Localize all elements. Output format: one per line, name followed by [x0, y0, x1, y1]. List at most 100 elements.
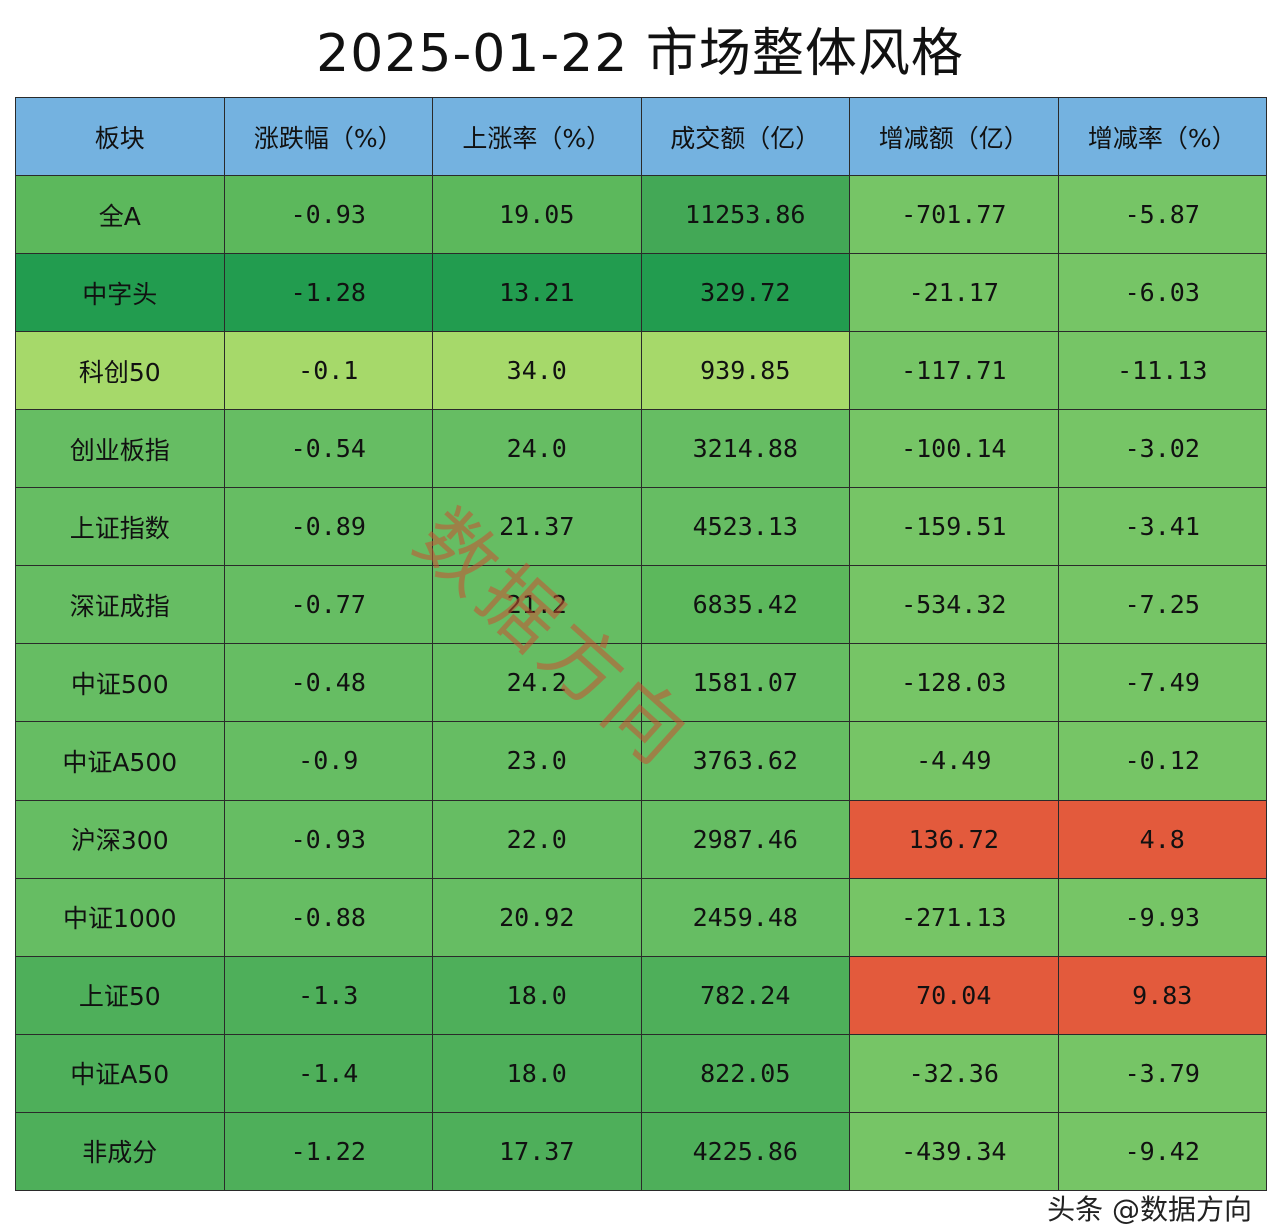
table-row: 全A -0.93 19.05 11253.86 -701.77 -5.87 — [15, 174, 1267, 255]
value-cell: 2459.48 — [640, 877, 850, 957]
value-cell: 18.0 — [432, 955, 642, 1035]
value-cell: -21.17 — [849, 253, 1059, 333]
value-cell: -0.93 — [223, 799, 433, 879]
table-row: 科创50 -0.1 34.0 939.85 -117.71 -11.13 — [15, 331, 1267, 411]
value-cell: -701.77 — [849, 174, 1059, 255]
value-cell: -0.93 — [223, 174, 433, 255]
value-cell: -0.54 — [223, 409, 433, 489]
value-cell: -0.12 — [1057, 721, 1267, 801]
sector-name-cell: 上证指数 — [15, 487, 225, 567]
sector-name-cell: 中证1000 — [15, 877, 225, 957]
value-cell: 822.05 — [640, 1033, 850, 1113]
value-cell: 21.37 — [432, 487, 642, 567]
value-cell: -1.28 — [223, 253, 433, 333]
value-cell: -7.49 — [1057, 643, 1267, 723]
table-row: 沪深300 -0.93 22.0 2987.46 136.72 4.8 — [15, 799, 1267, 879]
value-cell: -9.42 — [1057, 1111, 1267, 1192]
column-header: 成交额（亿） — [640, 97, 850, 176]
table-row: 上证指数 -0.89 21.37 4523.13 -159.51 -3.41 — [15, 487, 1267, 567]
sector-name-cell: 中证A50 — [15, 1033, 225, 1113]
value-cell: 21.2 — [432, 565, 642, 645]
table-row: 中字头 -1.28 13.21 329.72 -21.17 -6.03 — [15, 253, 1267, 333]
value-cell: -159.51 — [849, 487, 1059, 567]
value-cell: 136.72 — [849, 799, 1059, 879]
table-row: 深证成指 -0.77 21.2 6835.42 -534.32 -7.25 — [15, 565, 1267, 645]
table-body: 全A -0.93 19.05 11253.86 -701.77 -5.87 中字头 -1.28… — [15, 174, 1267, 1192]
sector-name-cell: 创业板指 — [15, 409, 225, 489]
table-row: 中证1000 -0.88 20.92 2459.48 -271.13 -9.93 — [15, 877, 1267, 957]
sector-name-cell: 中证500 — [15, 643, 225, 723]
column-header: 上涨率（%） — [432, 97, 642, 176]
table-header-row: 板块 涨跌幅（%） 上涨率（%） 成交额（亿） 增减额（亿） 增减率（%） — [15, 97, 1267, 176]
sector-name-cell: 全A — [15, 174, 225, 255]
value-cell: -534.32 — [849, 565, 1059, 645]
value-cell: 6835.42 — [640, 565, 850, 645]
value-cell: 9.83 — [1057, 955, 1267, 1035]
value-cell: -7.25 — [1057, 565, 1267, 645]
sector-name-cell: 科创50 — [15, 331, 225, 411]
column-header: 涨跌幅（%） — [223, 97, 433, 176]
value-cell: -0.77 — [223, 565, 433, 645]
value-cell: -3.79 — [1057, 1033, 1267, 1113]
market-style-table: 板块 涨跌幅（%） 上涨率（%） 成交额（亿） 增减额（亿） 增减率（%） 全A -0.93… — [15, 97, 1267, 1192]
value-cell: -117.71 — [849, 331, 1059, 411]
table-row: 中证A500 -0.9 23.0 3763.62 -4.49 -0.12 — [15, 721, 1267, 801]
value-cell: -271.13 — [849, 877, 1059, 957]
value-cell: 13.21 — [432, 253, 642, 333]
sector-name-cell: 上证50 — [15, 955, 225, 1035]
value-cell: 4225.86 — [640, 1111, 850, 1192]
value-cell: 23.0 — [432, 721, 642, 801]
footer-credit: 头条 @数据方向 — [1047, 1193, 1252, 1226]
table-row: 创业板指 -0.54 24.0 3214.88 -100.14 -3.02 — [15, 409, 1267, 489]
value-cell: 4523.13 — [640, 487, 850, 567]
sector-name-cell: 沪深300 — [15, 799, 225, 879]
value-cell: 24.2 — [432, 643, 642, 723]
sector-name-cell: 中证A500 — [15, 721, 225, 801]
value-cell: -100.14 — [849, 409, 1059, 489]
table-row: 上证50 -1.3 18.0 782.24 70.04 9.83 — [15, 955, 1267, 1035]
value-cell: 939.85 — [640, 331, 850, 411]
table-row: 中证500 -0.48 24.2 1581.07 -128.03 -7.49 — [15, 643, 1267, 723]
value-cell: 11253.86 — [640, 174, 850, 255]
value-cell: 4.8 — [1057, 799, 1267, 879]
value-cell: -0.89 — [223, 487, 433, 567]
value-cell: 3214.88 — [640, 409, 850, 489]
value-cell: 34.0 — [432, 331, 642, 411]
column-header: 增减额（亿） — [849, 97, 1059, 176]
value-cell: 1581.07 — [640, 643, 850, 723]
value-cell: 329.72 — [640, 253, 850, 333]
value-cell: 22.0 — [432, 799, 642, 879]
value-cell: -5.87 — [1057, 174, 1267, 255]
value-cell: -0.1 — [223, 331, 433, 411]
column-header: 增减率（%） — [1057, 97, 1267, 176]
value-cell: -32.36 — [849, 1033, 1059, 1113]
value-cell: 70.04 — [849, 955, 1059, 1035]
value-cell: -4.49 — [849, 721, 1059, 801]
value-cell: 24.0 — [432, 409, 642, 489]
value-cell: -9.93 — [1057, 877, 1267, 957]
value-cell: 2987.46 — [640, 799, 850, 879]
table-row: 非成分 -1.22 17.37 4225.86 -439.34 -9.42 — [15, 1111, 1267, 1192]
sector-name-cell: 非成分 — [15, 1111, 225, 1192]
value-cell: 19.05 — [432, 174, 642, 255]
value-cell: -11.13 — [1057, 331, 1267, 411]
value-cell: -0.9 — [223, 721, 433, 801]
value-cell: -128.03 — [849, 643, 1059, 723]
value-cell: -0.88 — [223, 877, 433, 957]
value-cell: -1.3 — [223, 955, 433, 1035]
value-cell: 20.92 — [432, 877, 642, 957]
table-row: 中证A50 -1.4 18.0 822.05 -32.36 -3.79 — [15, 1033, 1267, 1113]
value-cell: -3.41 — [1057, 487, 1267, 567]
value-cell: 17.37 — [432, 1111, 642, 1192]
column-header: 板块 — [15, 97, 225, 176]
value-cell: 3763.62 — [640, 721, 850, 801]
value-cell: 782.24 — [640, 955, 850, 1035]
page-title: 2025-01-22 市场整体风格 — [316, 23, 964, 84]
sector-name-cell: 深证成指 — [15, 565, 225, 645]
sector-name-cell: 中字头 — [15, 253, 225, 333]
value-cell: -439.34 — [849, 1111, 1059, 1192]
value-cell: -1.4 — [223, 1033, 433, 1113]
value-cell: -6.03 — [1057, 253, 1267, 333]
value-cell: -1.22 — [223, 1111, 433, 1192]
value-cell: -3.02 — [1057, 409, 1267, 489]
